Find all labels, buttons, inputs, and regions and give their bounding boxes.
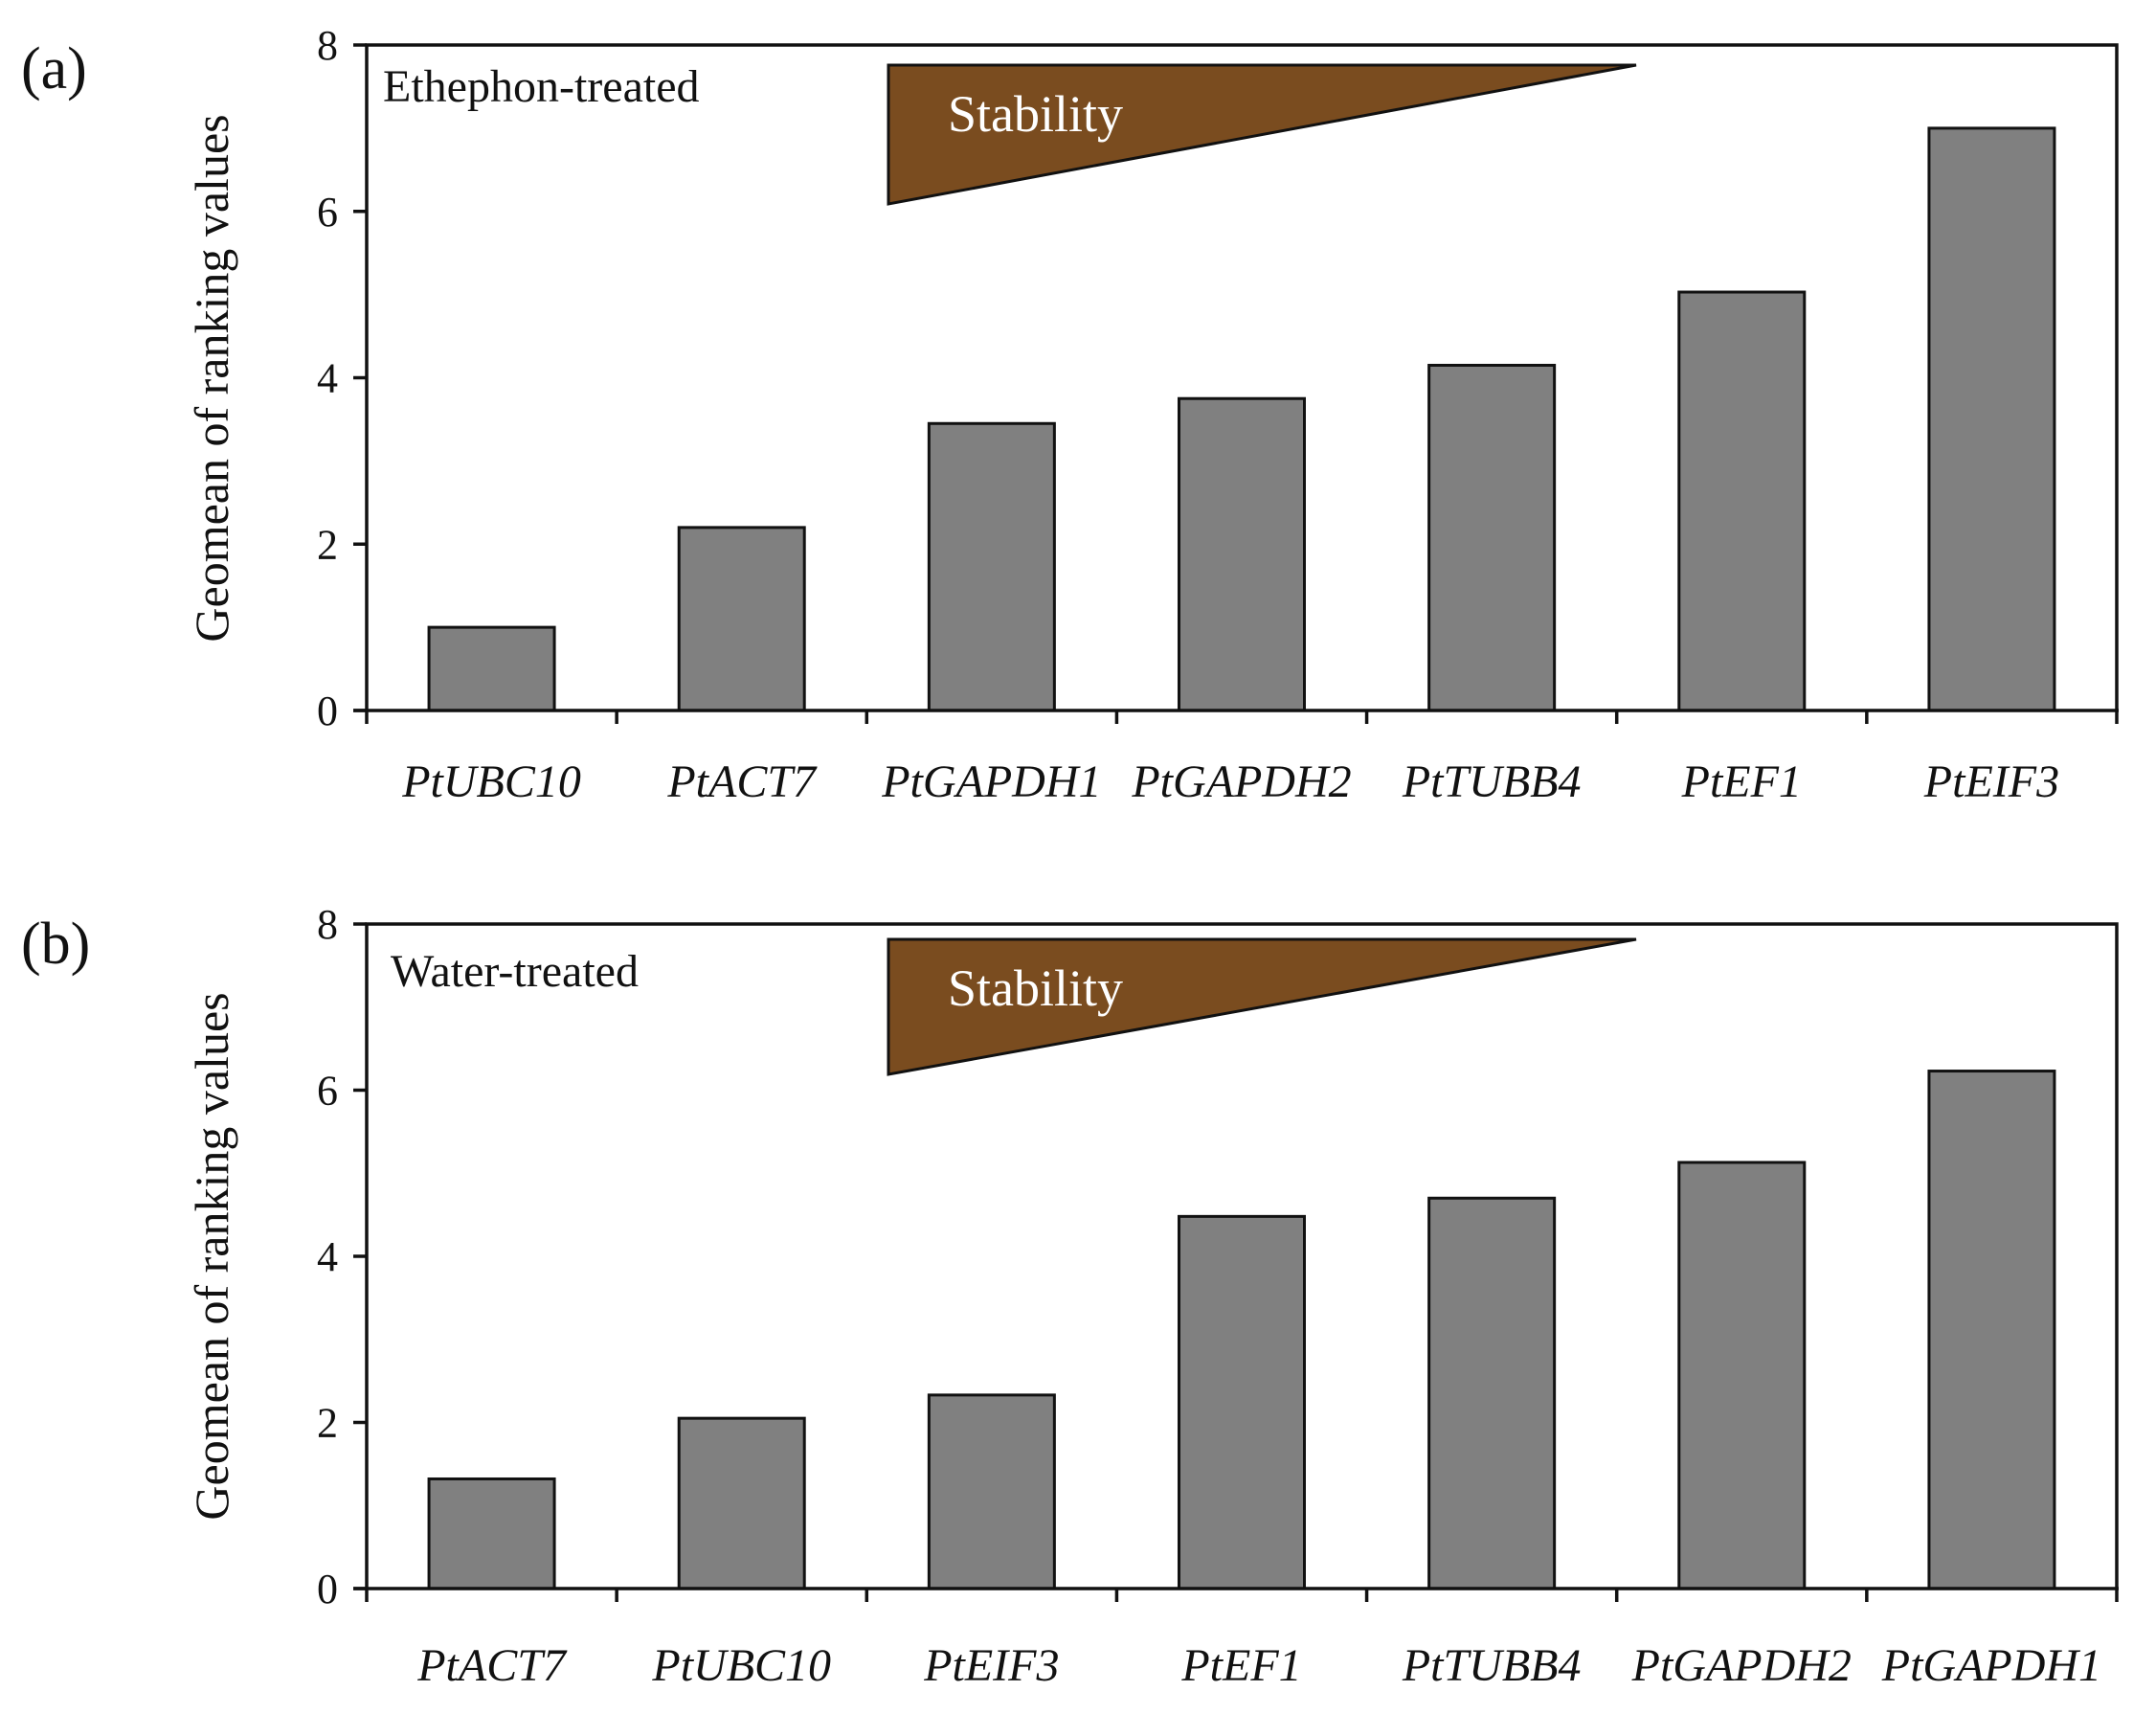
panel-a-x-tick-label: PtTUBB4 [1402,756,1582,807]
panel-b-bar-ptgapdh2 [1677,1161,1807,1590]
panel-a-y-tick-label: 2 [317,521,338,568]
panel-b-bar-ptgapdh1 [1927,1070,2056,1590]
panel-b-y-axis-label: Geomean of ranking values [185,992,238,1520]
panel-b-bar-ptef1 [1178,1214,1306,1590]
panel-a-condition-label: Ethephon-treated [383,61,700,112]
panel-a-y-tick-label: 0 [317,688,338,734]
panel-a-bar-ptact7 [677,526,806,712]
panel-b-x-tick-label: PtGAPDH1 [1881,1640,2101,1691]
panel-b-x-tick-label: PtEIF3 [923,1640,1059,1691]
panel-b-x-tick-label: PtUBC10 [651,1640,831,1691]
panel-b-y-tick-label: 6 [317,1068,338,1115]
panel-b-bar-pteif3 [927,1393,1056,1590]
panel-b-bar-pttubb4 [1427,1196,1557,1590]
panel-a-bar-ptef1 [1677,290,1807,712]
panel-a-stability-label: Stability [948,85,1123,143]
panel-b-bar-ptact7 [427,1477,556,1590]
panel-a-y-axis-label: Geomean of ranking values [185,114,238,642]
panel-b-condition-label: Water-treated [391,946,639,997]
panel-a-x-tick-label: PtEIF3 [1923,756,2059,807]
panel-a-y-tick-label: 8 [317,22,338,69]
panel-a-x-tick-label: PtACT7 [666,756,818,807]
panel-b-bar-ptubc10 [677,1416,806,1590]
panel-a-x-tick-label: PtGAPDH1 [881,756,1101,807]
panel-a-bar-pteif3 [1927,126,2056,712]
panel-a-y-tick-label: 6 [317,189,338,236]
panel-b-y-tick-label: 4 [317,1233,338,1280]
panel-b-stability-wedge [887,937,1637,1076]
panel-b-y-tick-label: 8 [317,901,338,948]
panel-b-y-tick-label: 2 [317,1400,338,1447]
panel-a-x-tick-label: PtUBC10 [401,756,581,807]
panel-a-y-tick-label: 4 [317,355,338,402]
panel-b-stability-label: Stability [948,959,1123,1017]
panel-a-stability-wedge [887,63,1637,206]
panel-b-label: (b) [21,912,90,977]
panel-a-x-tick-label: PtGAPDH2 [1131,756,1351,807]
panel-a-bar-ptgapdh1 [927,421,1056,712]
panel-b-x-tick-label: PtGAPDH2 [1631,1640,1852,1691]
panel-a-bar-ptgapdh2 [1178,396,1306,712]
panel-b-x-tick-label: PtTUBB4 [1402,1640,1582,1691]
panel-a-x-tick-label: PtEF1 [1681,756,1802,807]
panel-b-x-tick-label: PtEF1 [1180,1640,1301,1691]
panel-a-label: (a) [21,36,87,101]
panel-a-bar-pttubb4 [1427,363,1557,712]
panel-b-x-tick-label: PtACT7 [416,1640,568,1691]
panel-a-bar-ptubc10 [427,625,556,712]
panel-b-y-tick-label: 0 [317,1566,338,1613]
